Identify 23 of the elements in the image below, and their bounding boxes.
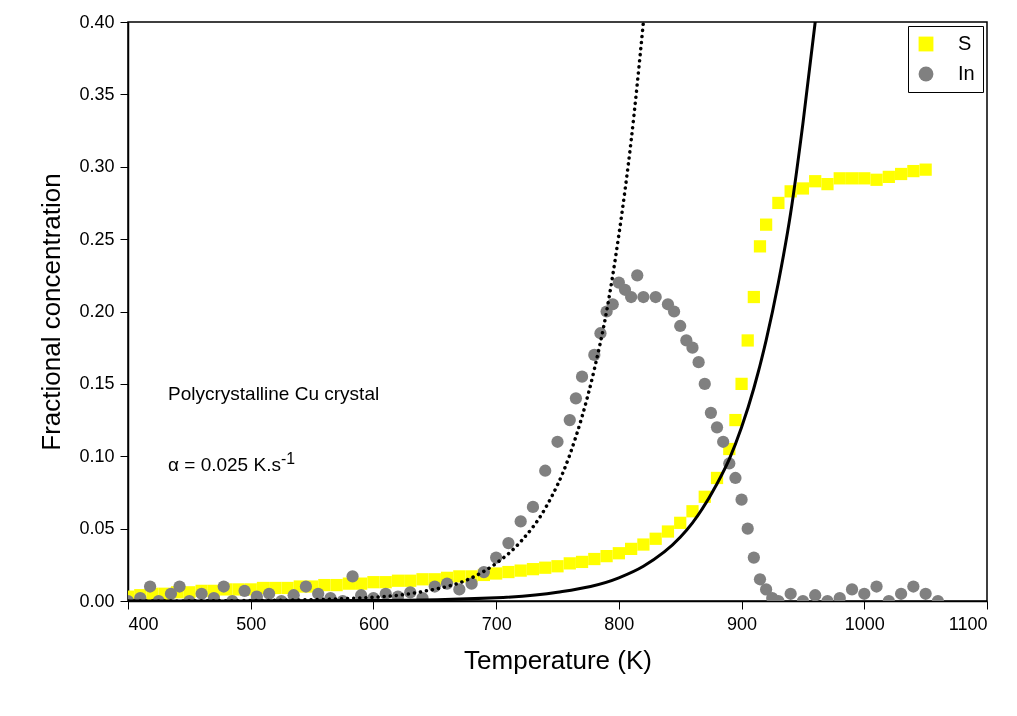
x-tick-label: 400 (128, 613, 159, 634)
y-tick-label: 0.20 (79, 301, 115, 321)
x-tick-label: 1100 (948, 613, 988, 634)
y-tick-label: 0.40 (79, 11, 115, 32)
legend-label: S (958, 32, 972, 54)
y-tick-label: 0.35 (79, 83, 115, 104)
annotation: Polycrystalline Cu crystal (168, 383, 380, 405)
y-tick-label: 0.30 (79, 156, 115, 177)
x-tick-label: 900 (727, 613, 758, 634)
y-axis-title: Fractional concentration (36, 173, 67, 451)
x-axis-title: Temperature (K) (464, 644, 652, 675)
x-tick-label: 600 (358, 613, 389, 634)
y-tick-label: 0.25 (79, 228, 115, 249)
x-tick-label: 800 (604, 613, 635, 634)
y-tick-label: 0.10 (79, 445, 115, 466)
y-tick-label: 0.00 (79, 590, 115, 611)
y-tick-label: 0.05 (79, 518, 115, 539)
x-tick-label: 1000 (844, 613, 885, 634)
y-tick-label: 0.15 (79, 373, 115, 394)
annotation: α = 0.025 K.s$^{-1}$ (168, 450, 295, 477)
legend-label: In (958, 62, 975, 84)
x-tick-label: 500 (236, 613, 267, 634)
x-tick-label: 700 (481, 613, 512, 634)
